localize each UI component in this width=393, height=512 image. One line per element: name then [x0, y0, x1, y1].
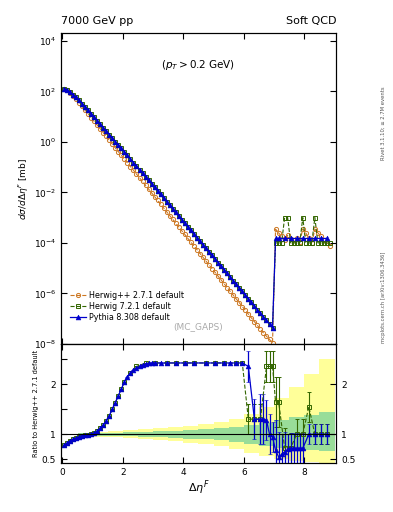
- Herwig++ 2.7.1 default: [164, 209, 169, 215]
- Herwig 7.2.1 default: [62, 86, 66, 92]
- Pythia 8.308 default: [270, 325, 275, 331]
- Pythia 8.308 default: [62, 86, 66, 92]
- Text: (MC_GAPS): (MC_GAPS): [174, 323, 223, 331]
- Y-axis label: Ratio to Herwig++ 2.7.1 default: Ratio to Herwig++ 2.7.1 default: [33, 350, 39, 457]
- Text: Soft QCD: Soft QCD: [286, 15, 336, 26]
- Herwig 7.2.1 default: [89, 111, 94, 117]
- Herwig 7.2.1 default: [270, 325, 275, 331]
- Pythia 8.308 default: [204, 245, 208, 251]
- Legend: Herwig++ 2.7.1 default, Herwig 7.2.1 default, Pythia 8.308 default: Herwig++ 2.7.1 default, Herwig 7.2.1 def…: [68, 288, 187, 324]
- Y-axis label: $d\sigma/d\Delta\eta^F$ [mb]: $d\sigma/d\Delta\eta^F$ [mb]: [17, 158, 31, 220]
- Herwig++ 2.7.1 default: [328, 243, 332, 249]
- Pythia 8.308 default: [276, 236, 281, 242]
- Line: Herwig++ 2.7.1 default: Herwig++ 2.7.1 default: [62, 87, 332, 345]
- Text: mcplots.cern.ch [arXiv:1306.3436]: mcplots.cern.ch [arXiv:1306.3436]: [381, 251, 386, 343]
- Line: Herwig 7.2.1 default: Herwig 7.2.1 default: [62, 87, 332, 330]
- Herwig 7.2.1 default: [198, 238, 202, 244]
- Text: Rivet 3.1.10; ≥ 2.7M events: Rivet 3.1.10; ≥ 2.7M events: [381, 86, 386, 160]
- Pythia 8.308 default: [225, 270, 230, 276]
- Pythia 8.308 default: [216, 260, 220, 266]
- Herwig++ 2.7.1 default: [198, 250, 202, 257]
- Text: $(p_T > 0.2\ \mathrm{GeV})$: $(p_T > 0.2\ \mathrm{GeV})$: [162, 58, 235, 72]
- X-axis label: $\Delta\eta^F$: $\Delta\eta^F$: [187, 479, 209, 497]
- Herwig++ 2.7.1 default: [300, 226, 305, 232]
- Pythia 8.308 default: [167, 202, 172, 208]
- Herwig++ 2.7.1 default: [95, 122, 99, 128]
- Herwig++ 2.7.1 default: [116, 148, 121, 155]
- Herwig 7.2.1 default: [328, 240, 332, 246]
- Herwig 7.2.1 default: [95, 117, 99, 123]
- Herwig 7.2.1 default: [300, 215, 305, 221]
- Pythia 8.308 default: [325, 236, 329, 242]
- Pythia 8.308 default: [207, 249, 211, 255]
- Herwig 7.2.1 default: [116, 142, 121, 148]
- Herwig++ 2.7.1 default: [270, 340, 275, 346]
- Line: Pythia 8.308 default: Pythia 8.308 default: [62, 86, 329, 330]
- Text: 7000 GeV pp: 7000 GeV pp: [61, 15, 133, 26]
- Herwig++ 2.7.1 default: [89, 115, 94, 121]
- Herwig++ 2.7.1 default: [62, 86, 66, 92]
- Herwig 7.2.1 default: [164, 199, 169, 205]
